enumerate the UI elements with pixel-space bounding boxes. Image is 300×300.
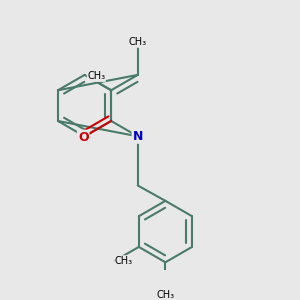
Text: CH₃: CH₃ <box>156 290 175 300</box>
Text: CH₃: CH₃ <box>129 37 147 47</box>
Text: O: O <box>78 130 88 144</box>
Text: CH₃: CH₃ <box>115 256 133 266</box>
Text: CH₃: CH₃ <box>87 71 105 81</box>
Text: N: N <box>133 130 143 143</box>
